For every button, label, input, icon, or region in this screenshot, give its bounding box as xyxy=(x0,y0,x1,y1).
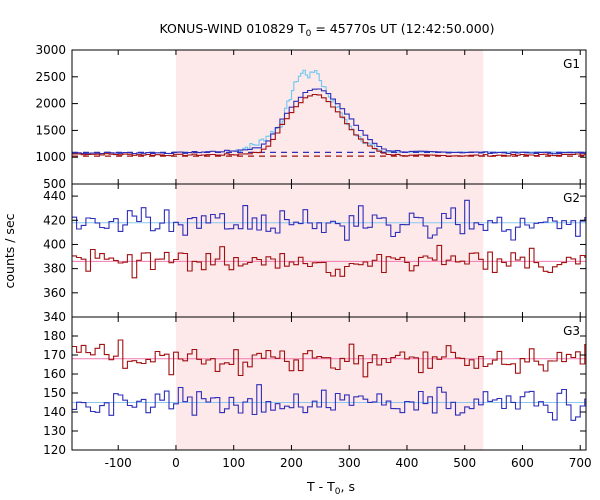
g2-blue-series xyxy=(72,199,586,241)
highlight-interval xyxy=(175,50,484,184)
panel-frame xyxy=(71,316,587,451)
y-tick-label: 2000 xyxy=(35,97,66,111)
x-tick-label: -100 xyxy=(105,456,132,470)
x-tick-label: 500 xyxy=(453,456,476,470)
y-tick-label: 440 xyxy=(43,189,66,203)
title-subscript: 0 xyxy=(306,29,312,39)
x-axis-label: T - T0, s xyxy=(306,479,355,497)
x-tick-label: 300 xyxy=(338,456,361,470)
y-tick-label: 140 xyxy=(43,405,66,419)
x-axis-label-suffix: , s xyxy=(341,479,355,494)
highlight-interval xyxy=(175,184,484,317)
y-tick-label: 380 xyxy=(43,262,66,276)
y-tick-label: 150 xyxy=(43,386,66,400)
x-tick-label: 100 xyxy=(222,456,245,470)
y-tick-label: 1500 xyxy=(35,123,66,137)
panels-group: 50010001500200025003000G1340360380400420… xyxy=(35,43,591,470)
highlight-interval xyxy=(175,317,484,450)
g1-red-series xyxy=(72,93,586,157)
panel-label: G1 xyxy=(563,57,580,71)
y-tick-label: 500 xyxy=(43,177,66,191)
title-suffix: = 45770s UT (12:42:50.000) xyxy=(311,21,494,36)
y-tick-label: 2500 xyxy=(35,70,66,84)
y-tick-label: 420 xyxy=(43,213,66,227)
y-tick-label: 360 xyxy=(43,286,66,300)
g3-blue-series xyxy=(72,384,586,421)
x-axis-label-prefix: T - T xyxy=(306,479,335,494)
panel-g1: 500 1000 1500 2000 2500 3000 G1 xyxy=(35,43,587,191)
y-tick-label: 400 xyxy=(43,237,66,251)
y-axis-label: counts / sec xyxy=(2,213,17,288)
x-tick-label: 200 xyxy=(280,456,303,470)
g3-red-series xyxy=(72,339,586,378)
y-tick-label: 1000 xyxy=(35,150,66,164)
y-tick-label: 170 xyxy=(43,348,66,362)
x-tick-label: 0 xyxy=(172,456,180,470)
panel-g2: 340 360 380 400 420 440 G2 xyxy=(43,183,587,324)
y-tick-label: 340 xyxy=(43,310,66,324)
x-tick-label: 400 xyxy=(396,456,419,470)
y-tick-label: 180 xyxy=(43,329,66,343)
panel-label: G2 xyxy=(563,191,580,205)
y-tick-label: 120 xyxy=(43,443,66,457)
panel-label: G3 xyxy=(563,324,580,338)
y-tick-label: 160 xyxy=(43,367,66,381)
y-tick-label: 130 xyxy=(43,424,66,438)
x-tick-label: 600 xyxy=(511,456,534,470)
x-tick-label: 700 xyxy=(569,456,592,470)
title-prefix: KONUS-WIND 010829 T xyxy=(159,21,305,36)
x-axis-label-subscript: 0 xyxy=(335,487,341,497)
g2-red-series xyxy=(72,244,586,279)
panel-g3: 120 130 140 150 160 170 180 G3 xyxy=(43,316,587,457)
y-tick-label: 3000 xyxy=(35,43,66,57)
chart-title: KONUS-WIND 010829 T0 = 45770s UT (12:42:… xyxy=(159,21,494,39)
